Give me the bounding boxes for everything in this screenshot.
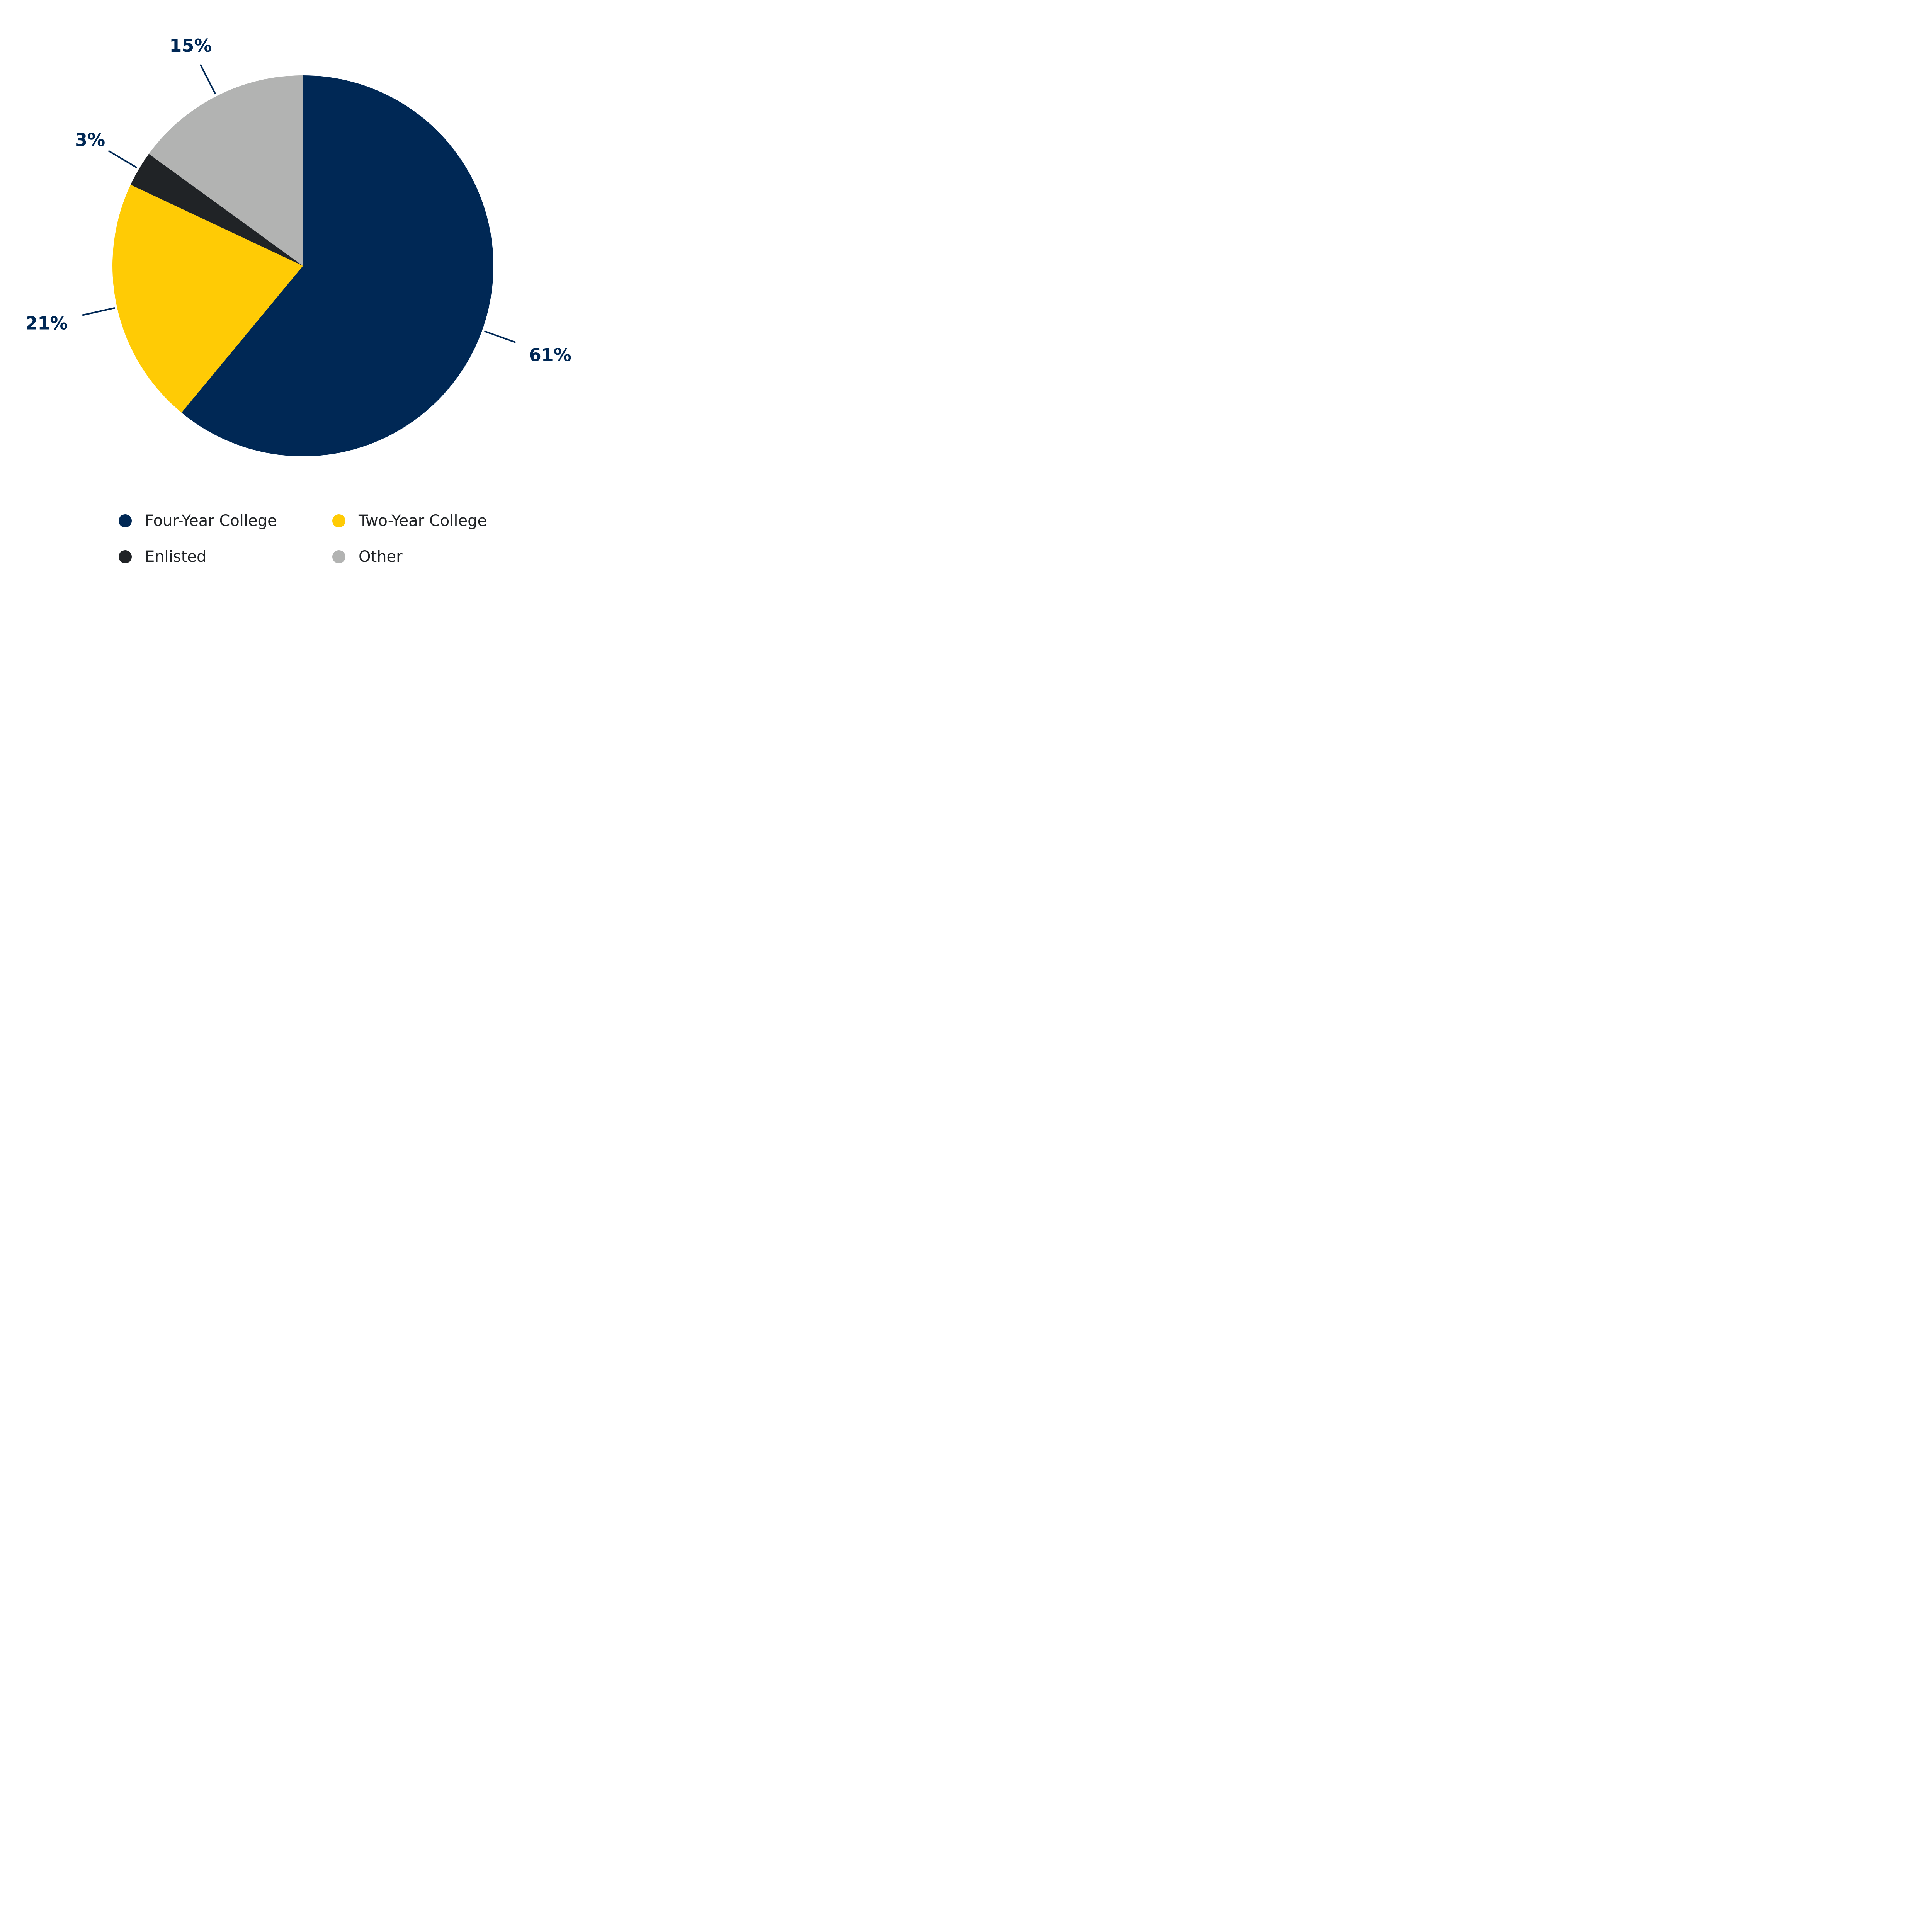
leader-line-two-year-college xyxy=(82,307,115,316)
pie-slice-two-year-college xyxy=(112,185,303,413)
pie-chart: 61% 21% 3% 15% Four-Year College Two-Year Co… xyxy=(25,35,571,566)
leader-lines xyxy=(82,64,516,344)
legend-item-enlisted: Enlisted xyxy=(119,548,206,566)
leader-line-enlisted xyxy=(108,150,138,168)
legend-swatch-four-year-college xyxy=(119,514,132,527)
data-label-other: 15% xyxy=(169,35,212,56)
data-label-two-year-college: 21% xyxy=(25,313,68,333)
pie-slice-four-year-college xyxy=(181,75,493,456)
legend-item-four-year-college: Four-Year College xyxy=(119,512,277,530)
legend-label-other: Other xyxy=(359,548,403,566)
leader-line-four-year-college xyxy=(484,330,516,344)
pie-slice-other xyxy=(149,75,303,266)
legend-label-two-year-college: Two-Year College xyxy=(358,512,487,530)
data-label-four-year-college: 61% xyxy=(529,344,571,365)
pie-slices xyxy=(112,75,493,456)
pie-slice-enlisted xyxy=(130,154,303,266)
legend-label-four-year-college: Four-Year College xyxy=(145,512,277,530)
legend: Four-Year College Two-Year College Enliste… xyxy=(119,512,487,566)
legend-swatch-other xyxy=(332,550,345,563)
legend-label-enlisted: Enlisted xyxy=(145,548,206,566)
data-labels: 61% 21% 3% 15% xyxy=(25,35,571,366)
legend-swatch-enlisted xyxy=(119,550,132,563)
legend-item-two-year-college: Two-Year College xyxy=(332,512,487,530)
legend-swatch-two-year-college xyxy=(332,514,345,527)
leader-line-other xyxy=(199,64,216,95)
legend-item-other: Other xyxy=(332,548,403,566)
data-label-enlisted: 3% xyxy=(75,129,105,150)
